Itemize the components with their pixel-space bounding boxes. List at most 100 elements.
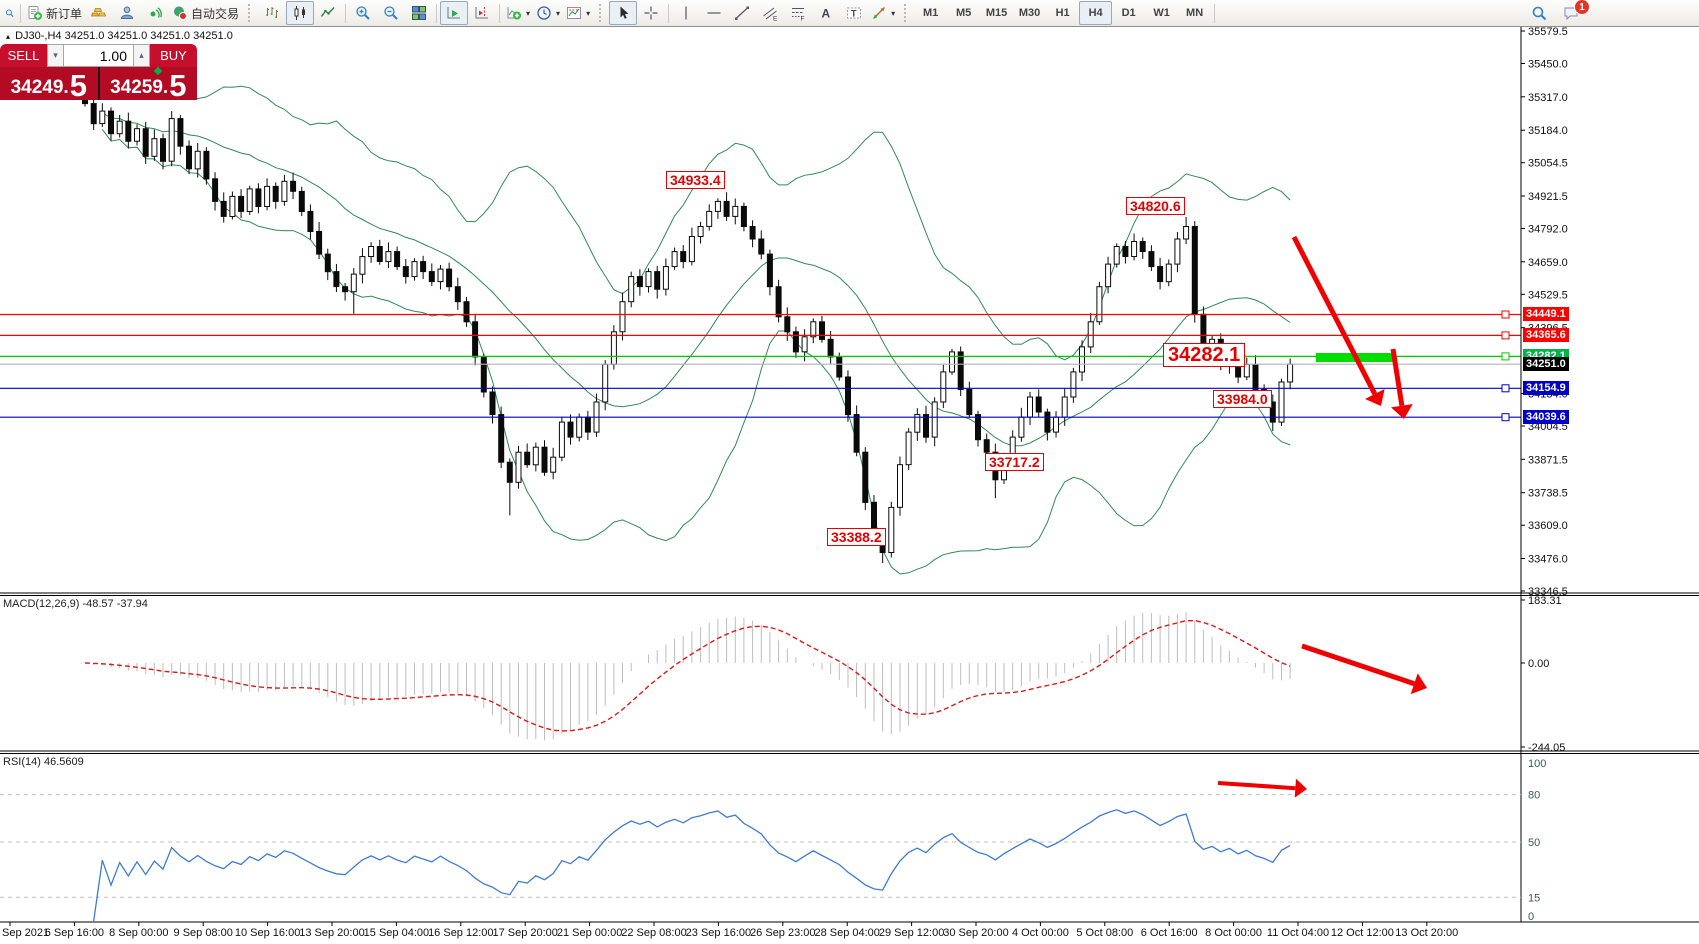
sep-divider bbox=[499, 3, 501, 23]
cursor-button[interactable] bbox=[609, 1, 638, 25]
volume-up-button[interactable]: ▴ bbox=[133, 44, 150, 67]
sep-divider bbox=[345, 3, 347, 23]
auto-scroll-button[interactable] bbox=[440, 1, 469, 25]
sell-button[interactable]: SELL bbox=[0, 44, 47, 67]
chevron-down-icon: ▾ bbox=[586, 8, 591, 18]
svg-text:17 Sep 20:00: 17 Sep 20:00 bbox=[492, 927, 557, 939]
toolbar-right: 1 bbox=[1525, 0, 1590, 25]
tf-m15-button[interactable]: M15 bbox=[985, 7, 1008, 19]
trendline-button[interactable] bbox=[728, 1, 756, 25]
tf-d1-button[interactable]: D1 bbox=[1121, 7, 1136, 19]
arrows-button[interactable]: ▾ bbox=[868, 1, 898, 25]
tf-w1-button[interactable]: W1 bbox=[1153, 7, 1170, 19]
tf-h1-button[interactable]: H1 bbox=[1055, 7, 1070, 19]
tf-m1-button[interactable]: M1 bbox=[922, 7, 939, 19]
signals-button[interactable] bbox=[141, 1, 169, 25]
chat-button[interactable]: 1 bbox=[1557, 0, 1590, 25]
accounts-button[interactable] bbox=[113, 1, 141, 25]
chart-symbol-icon: ▴ bbox=[6, 32, 11, 41]
grip-divider bbox=[248, 4, 253, 22]
buy-button[interactable]: BUY bbox=[150, 44, 197, 67]
chart-title: ▴ DJ30-,H4 34251.0 34251.0 34251.0 34251… bbox=[6, 30, 233, 42]
volume-down-button[interactable]: ▾ bbox=[47, 44, 64, 67]
svg-text:8 Oct 00:00: 8 Oct 00:00 bbox=[1205, 927, 1262, 939]
svg-text:35450.0: 35450.0 bbox=[1528, 59, 1568, 71]
price-annotation-label: 34282.1 bbox=[1163, 343, 1246, 367]
chart-symbol-label: DJ30-,H4 bbox=[15, 30, 62, 42]
tf-m30-button[interactable]: M30 bbox=[1018, 7, 1041, 19]
svg-text:35054.5: 35054.5 bbox=[1528, 158, 1568, 170]
price-axis-tag: 34154.9 bbox=[1523, 381, 1569, 395]
tf-h4-button[interactable]: H4 bbox=[1079, 1, 1113, 25]
toolbar: 新订单 自动交易 ▾ ▾ ▾ E F A T ▾ M1 M5 M15 M30 H1 H4 D1 W1 MN 1 bbox=[0, 0, 1699, 27]
svg-text:E: E bbox=[773, 16, 778, 22]
grip-divider bbox=[904, 4, 909, 22]
svg-text:5 Oct 08:00: 5 Oct 08:00 bbox=[1076, 927, 1133, 939]
sep-divider bbox=[436, 3, 438, 23]
text-label-button[interactable]: T bbox=[840, 1, 868, 25]
svg-text:T: T bbox=[851, 9, 857, 19]
price-annotation-label: 33388.2 bbox=[827, 528, 886, 546]
macd-indicator-header: MACD(12,26,9) -48.57 -37.94 bbox=[3, 598, 148, 610]
tile-windows-button[interactable] bbox=[405, 1, 433, 25]
svg-text:34792.0: 34792.0 bbox=[1528, 224, 1568, 236]
price-axis-tag: 34449.1 bbox=[1523, 307, 1569, 321]
clipped-edge-button[interactable] bbox=[2, 1, 17, 25]
svg-text:34529.5: 34529.5 bbox=[1528, 289, 1568, 301]
sell-price-main: 34249. bbox=[10, 77, 69, 98]
search-button[interactable] bbox=[1525, 1, 1553, 25]
svg-text:34004.5: 34004.5 bbox=[1528, 421, 1568, 433]
svg-text:8 Sep 00:00: 8 Sep 00:00 bbox=[109, 927, 168, 939]
autotrading-button[interactable]: 自动交易 bbox=[169, 1, 242, 25]
chart-workspace: 35579.5 35450.0 35317.0 35184.0 35054.5 34921… bbox=[0, 27, 1699, 944]
fibonacci-button[interactable]: F bbox=[784, 1, 812, 25]
svg-text:12 Oct 12:00: 12 Oct 12:00 bbox=[1331, 927, 1394, 939]
new-order-button[interactable]: 新订单 bbox=[24, 1, 85, 25]
svg-text:35184.0: 35184.0 bbox=[1528, 125, 1568, 137]
chart-shift-button[interactable] bbox=[468, 1, 496, 25]
svg-text:13 Oct 20:00: 13 Oct 20:00 bbox=[1395, 927, 1458, 939]
svg-text:35317.0: 35317.0 bbox=[1528, 92, 1568, 104]
svg-text:4 Oct 00:00: 4 Oct 00:00 bbox=[1012, 927, 1069, 939]
periods-button[interactable]: ▾ bbox=[533, 1, 563, 25]
tf-m5-button[interactable]: M5 bbox=[955, 7, 972, 19]
line-chart-button[interactable] bbox=[314, 1, 342, 25]
price-axis-tag: 34251.0 bbox=[1523, 357, 1569, 371]
price-annotation-label: 33717.2 bbox=[985, 453, 1044, 471]
sep-divider bbox=[668, 3, 670, 23]
sep-divider bbox=[1214, 3, 1216, 23]
svg-text:80: 80 bbox=[1528, 790, 1540, 802]
svg-text:183.31: 183.31 bbox=[1528, 595, 1562, 607]
svg-text:29 Sep 12:00: 29 Sep 12:00 bbox=[879, 927, 944, 939]
svg-text:34659.0: 34659.0 bbox=[1528, 257, 1568, 269]
sep-divider bbox=[20, 3, 21, 23]
indicators-button[interactable]: ▾ bbox=[503, 1, 533, 25]
svg-text:F: F bbox=[801, 16, 805, 22]
buy-price[interactable]: 34259. 5 bbox=[100, 67, 198, 101]
svg-text:30 Sep 20:00: 30 Sep 20:00 bbox=[943, 927, 1008, 939]
svg-text:26 Sep 23:00: 26 Sep 23:00 bbox=[750, 927, 815, 939]
text-button[interactable]: A bbox=[812, 1, 840, 25]
candlestick-chart-button[interactable] bbox=[286, 1, 315, 25]
bar-chart-button[interactable] bbox=[258, 1, 286, 25]
svg-text:21 Sep 00:00: 21 Sep 00:00 bbox=[557, 927, 622, 939]
zoom-in-button[interactable] bbox=[349, 1, 377, 25]
vertical-line-button[interactable] bbox=[672, 1, 700, 25]
svg-text:22 Sep 08:00: 22 Sep 08:00 bbox=[621, 927, 686, 939]
svg-text:28 Sep 04:00: 28 Sep 04:00 bbox=[814, 927, 879, 939]
templates-button[interactable]: ▾ bbox=[563, 1, 593, 25]
chevron-down-icon: ▾ bbox=[556, 8, 561, 18]
sell-price[interactable]: 34249. 5 bbox=[0, 67, 98, 101]
crosshair-button[interactable] bbox=[637, 1, 665, 25]
horizontal-line-button[interactable] bbox=[700, 1, 728, 25]
svg-text:100: 100 bbox=[1528, 758, 1546, 770]
zoom-out-button[interactable] bbox=[377, 1, 405, 25]
deposit-button[interactable] bbox=[85, 1, 113, 25]
grip-divider bbox=[599, 4, 604, 22]
channel-button[interactable]: E bbox=[756, 1, 784, 25]
svg-text:33346.5: 33346.5 bbox=[1528, 586, 1568, 598]
price-chart[interactable]: 35579.5 35450.0 35317.0 35184.0 35054.5 34921… bbox=[0, 27, 1699, 944]
tf-mn-button[interactable]: MN bbox=[1186, 7, 1204, 19]
volume-input[interactable] bbox=[64, 44, 133, 67]
